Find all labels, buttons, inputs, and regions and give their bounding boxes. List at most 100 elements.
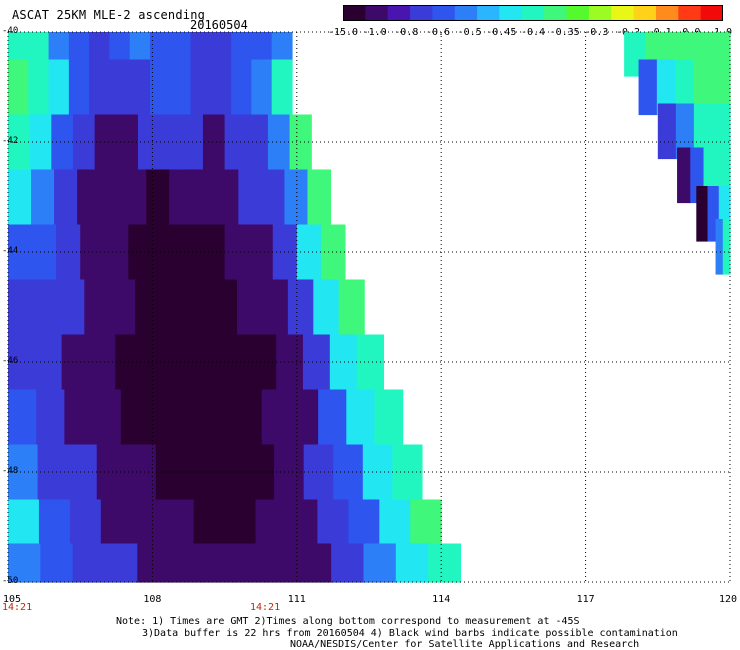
data-cell xyxy=(160,279,187,336)
x-tick-label: 108 xyxy=(143,594,162,605)
colorbar-swatch xyxy=(678,5,702,21)
data-cell xyxy=(392,444,423,501)
colorbar-swatch xyxy=(611,5,635,21)
data-cell xyxy=(190,59,212,116)
time-label-left: 14:21 xyxy=(2,602,33,613)
data-cell xyxy=(656,59,676,116)
data-cell xyxy=(149,59,171,116)
data-cell xyxy=(261,389,291,446)
data-cell xyxy=(711,103,731,160)
data-cell xyxy=(205,389,235,446)
colorbar-swatch xyxy=(566,5,590,21)
data-cell xyxy=(169,169,193,226)
data-cell xyxy=(137,543,171,583)
data-cell xyxy=(31,169,55,226)
data-cell xyxy=(148,389,178,446)
data-cell xyxy=(675,59,695,116)
colorbar-swatch xyxy=(477,5,500,21)
data-cell xyxy=(8,279,35,336)
data-cell xyxy=(251,59,273,116)
colorbar-swatch xyxy=(700,5,723,21)
data-cell xyxy=(100,169,124,226)
footer-note-2: 3)Data buffer is 22 hrs from 20160504 4)… xyxy=(142,628,678,639)
colorbar-swatch xyxy=(410,5,433,21)
data-cell xyxy=(356,334,385,391)
data-cell xyxy=(362,444,393,501)
data-cell xyxy=(693,103,713,160)
data-cell xyxy=(109,279,136,336)
data-cell xyxy=(262,279,289,336)
data-cell xyxy=(289,389,319,446)
data-cell xyxy=(72,543,106,583)
data-cell xyxy=(211,279,238,336)
data-cell xyxy=(638,59,658,116)
data-cell xyxy=(96,444,127,501)
data-cell xyxy=(202,114,226,171)
data-cell xyxy=(192,169,216,226)
data-cell xyxy=(298,543,332,583)
data-cell xyxy=(137,114,161,171)
data-cell xyxy=(261,169,286,226)
data-cell xyxy=(715,219,724,275)
data-cell xyxy=(233,389,263,446)
data-cell xyxy=(129,59,151,116)
data-cell xyxy=(8,114,31,171)
data-cell xyxy=(8,169,32,226)
data-cell xyxy=(195,334,224,391)
data-cell xyxy=(224,114,247,171)
swath-0 xyxy=(8,32,462,583)
colorbar-swatch xyxy=(544,5,568,21)
data-cell xyxy=(120,389,150,446)
data-cell xyxy=(201,543,235,583)
colorbar-label: -0.5 xyxy=(457,27,482,38)
data-cell xyxy=(89,59,111,116)
data-cell xyxy=(68,59,90,116)
data-cell xyxy=(363,543,397,583)
colorbar-frame xyxy=(343,5,723,21)
data-cell xyxy=(246,114,269,171)
data-cell xyxy=(395,543,429,583)
chart-title: ASCAT 25KM MLE-2 ascending xyxy=(12,8,206,22)
data-cell xyxy=(711,59,731,116)
data-cell xyxy=(159,114,182,171)
data-cell xyxy=(284,169,309,226)
data-cell xyxy=(318,389,347,446)
y-tick-label: -44 xyxy=(2,246,19,256)
data-cell xyxy=(236,279,264,336)
colorbar-swatch xyxy=(454,5,478,21)
colorbar-label: -15.0 xyxy=(327,27,359,38)
data-cell xyxy=(84,279,111,336)
data-cell xyxy=(48,59,70,116)
data-cell xyxy=(177,389,206,446)
data-cell xyxy=(54,169,78,226)
colorbar-swatch xyxy=(343,5,366,21)
y-tick-label: -40 xyxy=(2,26,19,36)
colorbar-label: -1.0 xyxy=(362,27,387,38)
colorbar-label: -0.8 xyxy=(394,27,419,38)
data-cell xyxy=(313,279,340,336)
x-tick-label: 120 xyxy=(718,594,738,605)
x-tick-label: 117 xyxy=(576,594,595,605)
x-tick-label: 114 xyxy=(432,594,451,605)
data-cell xyxy=(215,169,239,226)
data-cell xyxy=(51,114,74,171)
colorbar-swatch xyxy=(387,5,411,21)
data-cell xyxy=(40,543,74,583)
colorbar-label: -0.45 xyxy=(486,27,517,38)
data-cell xyxy=(718,186,731,242)
data-cell xyxy=(677,147,691,204)
data-cell xyxy=(238,169,262,226)
time-label-mid: 14:21 xyxy=(250,602,281,613)
data-cell xyxy=(92,389,122,446)
data-cell xyxy=(126,444,157,501)
data-cell xyxy=(104,543,138,583)
data-cell xyxy=(693,59,713,116)
data-cell xyxy=(109,59,131,116)
data-cell xyxy=(146,169,170,226)
colorbar-swatch xyxy=(521,5,545,21)
colorbar-swatch xyxy=(499,5,523,21)
data-cell xyxy=(234,543,268,583)
footer-note-1: Note: 1) Times are GMT 2)Times along bot… xyxy=(116,616,580,627)
data-cell xyxy=(231,59,253,116)
